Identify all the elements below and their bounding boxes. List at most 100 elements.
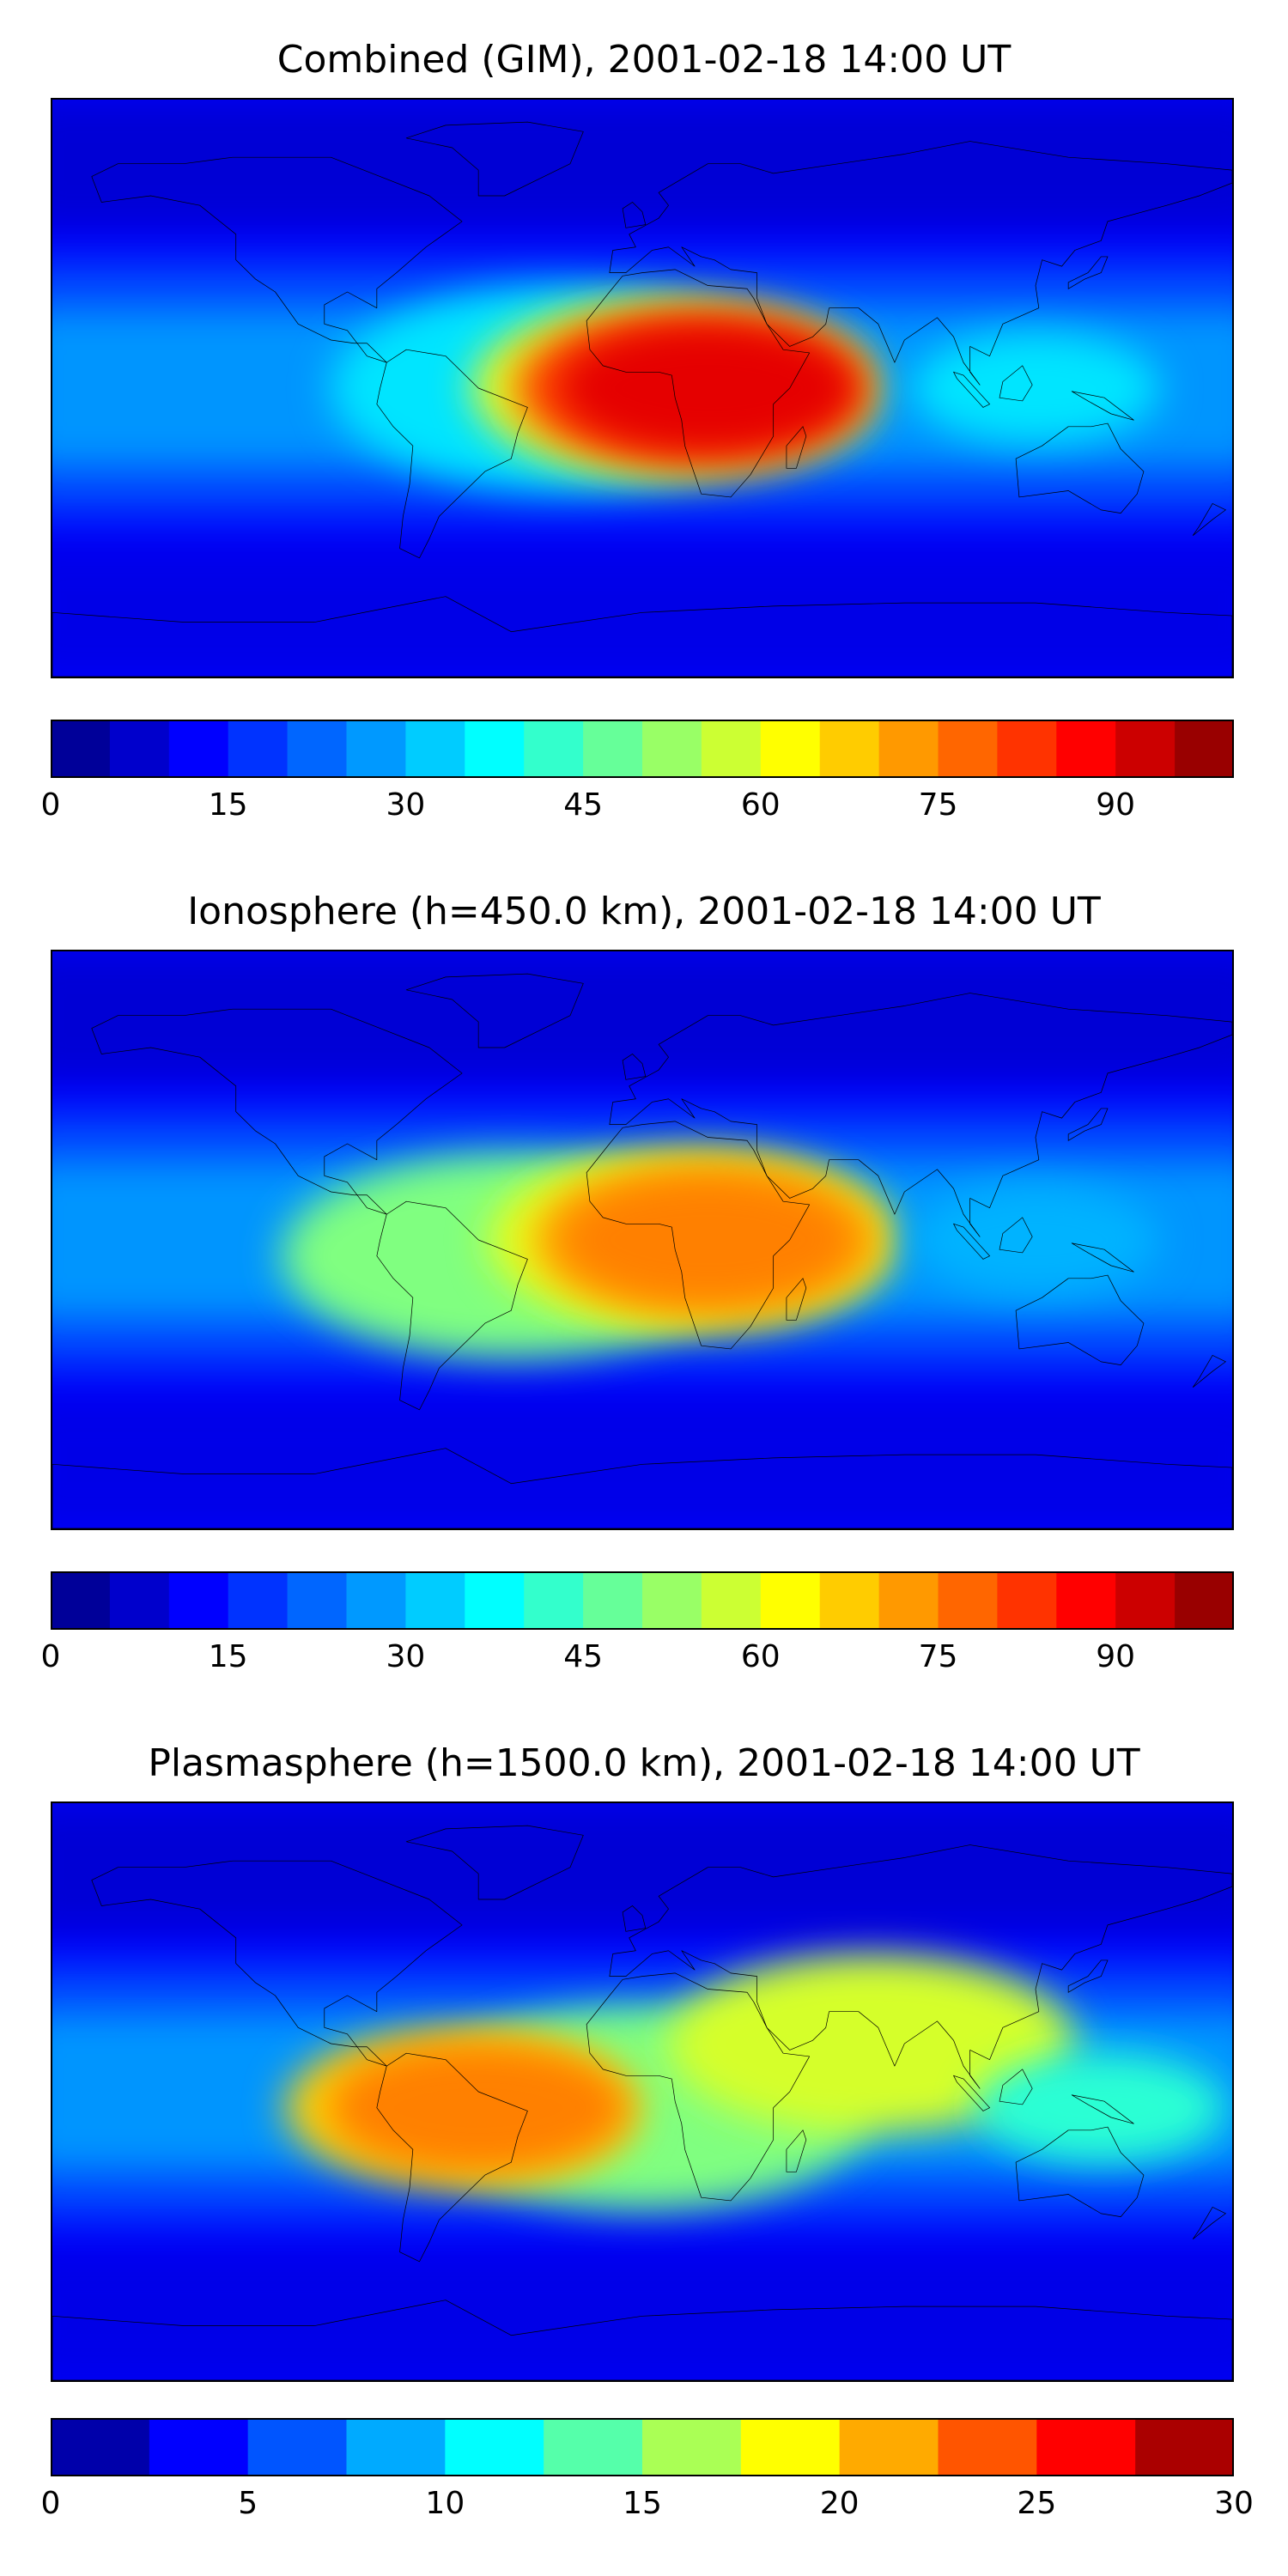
colorbar-swatch [997, 720, 1057, 778]
colorbar-swatch [287, 1571, 348, 1630]
colorbar-tick-label: 60 [740, 1639, 781, 1674]
map-plasmasphere [51, 1801, 1234, 2382]
colorbar-tick-label: 60 [740, 787, 781, 823]
coastline-sumatra [954, 1224, 990, 1259]
colorbar-swatch [51, 1571, 111, 1630]
colorbar-swatch [109, 1571, 170, 1630]
colorbar-swatch [168, 1571, 229, 1630]
colorbar-swatch [938, 1571, 998, 1630]
colorbar-swatch [642, 1571, 702, 1630]
coastline-south-america [377, 1201, 528, 1410]
colorbar-swatch [228, 1571, 289, 1630]
data-region [327, 2041, 629, 2174]
data-region [910, 333, 1161, 443]
colorbar-swatch [997, 1571, 1057, 1630]
colorbar-svg-ionosphere [51, 1571, 1234, 1630]
colorbar-swatch [51, 720, 111, 778]
colorbar-swatch [740, 2418, 841, 2476]
colorbar-swatch [524, 720, 584, 778]
colorbar-tick-label: 75 [918, 787, 958, 823]
colorbar-svg-plasmasphere [51, 2418, 1234, 2476]
colorbar-swatch [346, 720, 406, 778]
colorbar-swatch [346, 1571, 406, 1630]
colorbar-tick-label: 5 [238, 2486, 258, 2521]
latitude-band [52, 951, 1232, 1080]
colorbar-swatch [839, 2418, 939, 2476]
colorbar-swatch [51, 2418, 150, 2476]
colorbar-swatch [760, 720, 821, 778]
colorbar-swatch [760, 1571, 821, 1630]
coastline-australia [1016, 1275, 1144, 1365]
coastline-new-zealand [1193, 2207, 1225, 2239]
colorbar-swatch [445, 2418, 544, 2476]
map-ionosphere [51, 950, 1234, 1530]
colorbar-tick-label: 45 [563, 1639, 603, 1674]
colorbar-tick-label: 30 [386, 787, 426, 823]
colorbar-swatch [1036, 2418, 1136, 2476]
coastline-new-guinea [1072, 2095, 1134, 2124]
map-svg-plasmasphere [52, 1803, 1232, 2380]
latitude-band [52, 1803, 1232, 1932]
colorbar-tick-label: 15 [623, 2486, 662, 2521]
coastline-australia [1016, 2127, 1144, 2217]
colorbar-swatch [524, 1571, 584, 1630]
map-combined [51, 98, 1234, 678]
data-region [668, 1953, 1075, 2134]
coastline-north-america [92, 157, 462, 362]
coastline-antarctica [52, 597, 1232, 677]
coastline-uk [623, 1905, 646, 1931]
coastline-antarctica [52, 2300, 1232, 2380]
colorbar-swatch [583, 720, 643, 778]
colorbar-swatch [878, 1571, 939, 1630]
colorbar-swatch [405, 720, 465, 778]
colorbar-tick-label: 75 [918, 1639, 958, 1674]
coastline-sumatra [954, 2075, 990, 2111]
colorbar-swatch [465, 720, 525, 778]
coastline-uk [623, 202, 646, 228]
colorbar-tick-label: 0 [40, 2486, 61, 2521]
colorbar-swatch [1175, 1571, 1234, 1630]
data-region [910, 1185, 1161, 1295]
coastline-japan [1068, 1960, 1108, 1992]
colorbar-combined [51, 720, 1234, 778]
coastline-new-guinea [1072, 1243, 1134, 1273]
colorbar-swatch [701, 1571, 762, 1630]
coastline-sumatra [954, 372, 990, 407]
colorbar-swatch [878, 720, 939, 778]
coastline-new-guinea [1072, 392, 1134, 421]
colorbar-swatch [819, 1571, 880, 1630]
colorbar-swatch [642, 720, 702, 778]
colorbar-tick-label: 20 [819, 2486, 860, 2521]
latitude-band [52, 100, 1232, 228]
colorbar-tick-label: 10 [425, 2486, 465, 2521]
coastline-new-zealand [1193, 1355, 1225, 1387]
colorbar-swatch [1115, 1571, 1176, 1630]
coastline-madagascar [787, 427, 806, 469]
coastline-madagascar [787, 1279, 806, 1321]
colorbar-tick-label: 25 [1017, 2486, 1057, 2521]
colorbar-swatch [465, 1571, 525, 1630]
colorbar-swatch [701, 720, 762, 778]
colorbar-swatch [642, 2418, 742, 2476]
coastline-greenland [406, 122, 583, 196]
coastline-africa [586, 270, 810, 497]
coastline-greenland [406, 974, 583, 1048]
colorbar-tick-label: 30 [386, 1639, 426, 1674]
colorbar-swatch [109, 720, 170, 778]
colorbar-swatch [819, 720, 880, 778]
colorbar-tick-label: 90 [1096, 1639, 1136, 1674]
colorbar-swatch [1056, 1571, 1116, 1630]
colorbar-swatch [544, 2418, 643, 2476]
colorbar-ionosphere [51, 1571, 1234, 1630]
colorbar-swatch [1115, 720, 1176, 778]
coastline-borneo [999, 366, 1032, 401]
coastline-south-america [377, 2053, 528, 2262]
coastline-australia [1016, 423, 1144, 513]
colorbar-swatch [405, 1571, 465, 1630]
colorbar-border [51, 720, 1234, 778]
colorbar-swatch [247, 2418, 348, 2476]
colorbar-tick-label: 0 [40, 787, 61, 823]
coastline-madagascar [787, 2130, 806, 2172]
coastline-africa [586, 1121, 810, 1349]
colorbar-swatch [1056, 720, 1116, 778]
